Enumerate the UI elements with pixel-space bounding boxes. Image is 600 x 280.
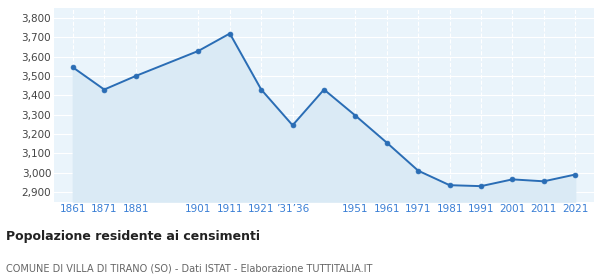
Text: COMUNE DI VILLA DI TIRANO (SO) - Dati ISTAT - Elaborazione TUTTITALIA.IT: COMUNE DI VILLA DI TIRANO (SO) - Dati IS…: [6, 263, 373, 273]
Text: Popolazione residente ai censimenti: Popolazione residente ai censimenti: [6, 230, 260, 242]
